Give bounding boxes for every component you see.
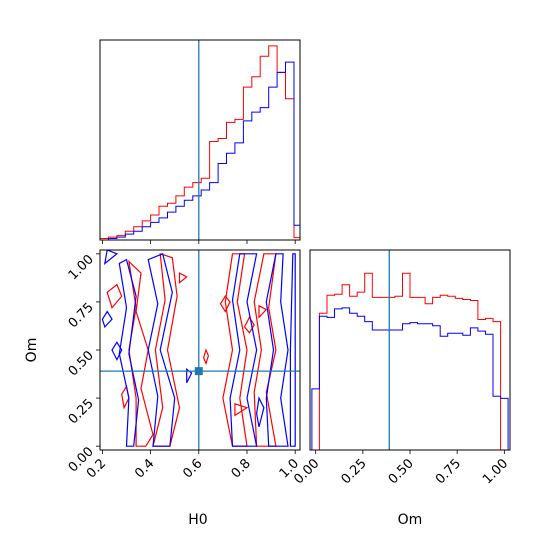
h0-hist-frame (99, 39, 301, 241)
contour-blue (255, 396, 265, 428)
om-y-tick-label: 0.25 (66, 396, 97, 427)
h0-histogram-panel (99, 39, 301, 244)
h0-hist-red-series (99, 45, 301, 240)
om-tick-label: 0.50 (386, 456, 417, 487)
h0-om-contour-panel: 0.2 0.4 0.6 0.8 1.00.000.250.500.751.00 (66, 249, 302, 481)
x-axis-label-h0: H0 (188, 512, 207, 528)
om-tick-label: 0.00 (291, 456, 322, 487)
contour-frame (99, 249, 301, 451)
om-y-tick-label: 1.00 (66, 252, 97, 283)
om-histogram-panel: 0.00 0.25 0.50 0.75 1.00 (291, 249, 511, 487)
contour-red (258, 304, 268, 319)
contour-blue (101, 310, 113, 329)
om-tick-label: 0.75 (433, 456, 464, 487)
om-hist-red-series (311, 272, 509, 451)
y-axis-label-om: Om (24, 338, 40, 363)
contour-lines (101, 250, 296, 447)
h0-tick-label: 0.4 (132, 456, 157, 481)
h0-tick-label: 0.6 (180, 456, 205, 481)
om-hist-blue-series (311, 307, 509, 450)
contour-red (178, 272, 188, 284)
contour-red (152, 252, 181, 447)
contour-blue (265, 253, 289, 447)
contour-red (106, 283, 123, 309)
om-tick-label: 1.00 (480, 456, 511, 487)
contour-red (121, 384, 130, 410)
contour-blue (111, 341, 123, 361)
contour-blue (147, 252, 176, 447)
om-tick-label: 0.25 (339, 456, 370, 487)
contour-red (219, 295, 231, 313)
truth-marker (194, 367, 203, 376)
h0-tick-label: 0.8 (229, 456, 254, 481)
om-y-tick-label: 0.75 (66, 300, 97, 331)
h0-hist-blue-series (100, 61, 301, 241)
om-y-tick-label: 0.50 (66, 348, 97, 379)
contour-red (234, 402, 249, 417)
x-axis-label-om: Om (398, 512, 423, 528)
contour-red (202, 348, 210, 366)
contour-blue (118, 258, 140, 447)
contour-blue (289, 253, 296, 447)
contour-blue (103, 250, 119, 265)
contour-blue (229, 253, 258, 447)
